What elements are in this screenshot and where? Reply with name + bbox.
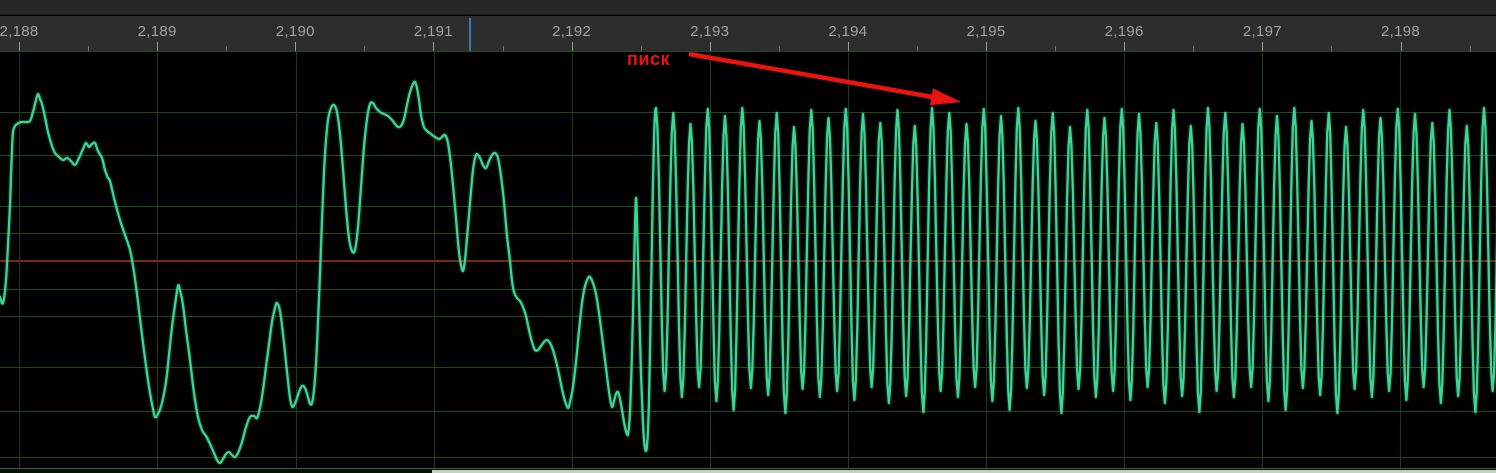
ruler-tick-minor xyxy=(502,46,504,51)
ruler-tick-minor xyxy=(916,46,918,51)
top-strip xyxy=(0,0,1496,15)
ruler-tick-label: 2,189 xyxy=(137,23,177,40)
ruler-tick-major xyxy=(709,42,711,51)
ruler-tick-major xyxy=(1124,42,1126,51)
ruler-tick-label: 2,197 xyxy=(1242,23,1282,40)
horizontal-scrollbar-track[interactable] xyxy=(0,469,1496,473)
ruler-tick-minor xyxy=(1055,46,1057,51)
ruler-tick-label: 2,190 xyxy=(275,23,315,40)
ruler-tick-minor xyxy=(778,46,780,51)
ruler-tick-minor xyxy=(88,46,90,51)
annotation-label: писк xyxy=(627,49,670,69)
horizontal-scrollbar-thumb[interactable] xyxy=(432,470,1496,473)
ruler-tick-minor xyxy=(640,46,642,51)
waveform-path xyxy=(0,80,1496,465)
ruler-tick-minor xyxy=(1193,46,1195,51)
ruler-tick-major xyxy=(19,42,20,51)
ruler-tick-label: 2,198 xyxy=(1380,23,1421,40)
ruler-tick-major xyxy=(157,42,159,51)
ruler-tick-minor xyxy=(364,46,366,51)
playhead-marker[interactable] xyxy=(469,18,471,51)
ruler-tick-minor xyxy=(1469,46,1471,51)
ruler-tick-label: 2,193 xyxy=(690,23,730,40)
ruler-tick-major xyxy=(1400,42,1402,51)
ruler-tick-major xyxy=(433,42,435,51)
annotation-arrow xyxy=(688,51,961,106)
ruler-tick-label: 2,196 xyxy=(1104,23,1144,40)
ruler-tick-major xyxy=(986,42,988,51)
ruler-tick-major xyxy=(295,42,297,51)
ruler-tick-minor xyxy=(226,46,228,51)
ruler-tick-major xyxy=(847,42,849,51)
ruler-tick-minor xyxy=(1331,46,1333,51)
ruler-tick-label: 2,191 xyxy=(413,23,453,40)
timeline-ruler[interactable]: 2,188 2,189 2,190 2,191 2,192 2,193 2,194 2,195… xyxy=(0,16,1496,51)
ruler-tick-label: 2,194 xyxy=(828,23,868,40)
ruler-tick-major xyxy=(571,42,573,51)
ruler-tick-label: 2,195 xyxy=(966,23,1006,40)
ruler-tick-label: 2,188 xyxy=(0,23,39,40)
ruler-tick-major xyxy=(1262,42,1264,51)
ruler-tick-label: 2,192 xyxy=(552,23,592,40)
